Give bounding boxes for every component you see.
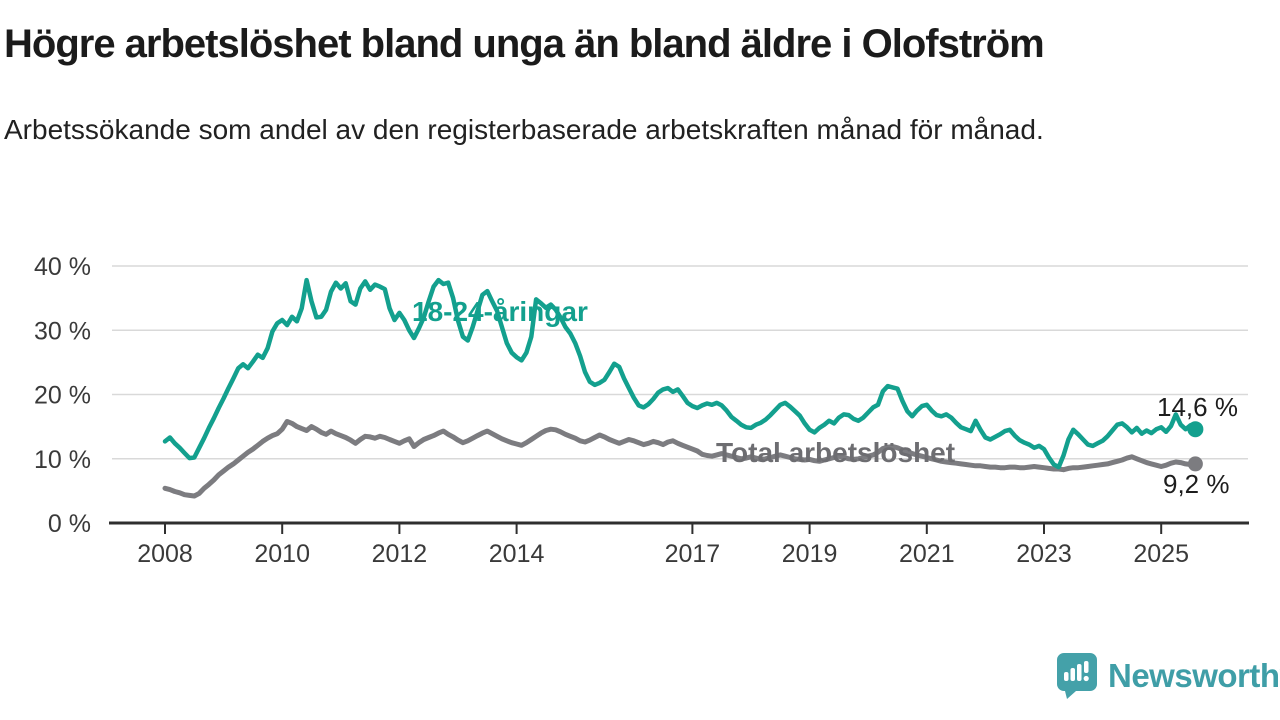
- y-axis-label-20: 20 %: [34, 382, 91, 410]
- chart-subtitle: Arbetssökande som andel av den registerb…: [4, 114, 1044, 145]
- y-axis-label-10: 10 %: [34, 446, 91, 474]
- series-line-1: [162, 419, 1198, 499]
- x-axis-label-2021: 2021: [899, 540, 955, 568]
- y-axis-label-40: 40 %: [34, 253, 91, 281]
- series-label-18-24: 18-24-åringar: [412, 296, 588, 327]
- newsworthy-branding: Newsworthy: [1056, 652, 1280, 700]
- x-axis-label-2014: 2014: [489, 540, 545, 568]
- x-axis-label-2010: 2010: [254, 540, 310, 568]
- x-axis-label-2025: 2025: [1133, 540, 1189, 568]
- x-axis-label-2017: 2017: [665, 540, 721, 568]
- x-axis-label-2019: 2019: [782, 540, 838, 568]
- series-label-total: Total arbetslöshet: [716, 437, 956, 468]
- y-axis-label-30: 30 %: [34, 317, 91, 345]
- series-line-0: [162, 277, 1198, 470]
- x-axis-label-2008: 2008: [137, 540, 193, 568]
- page-title: Högre arbetslöshet bland unga än bland ä…: [4, 22, 1045, 66]
- x-axis-label-2012: 2012: [372, 540, 428, 568]
- series-end-dot-1: [1187, 456, 1203, 472]
- y-axis-label-0: 0 %: [48, 510, 91, 538]
- series-end-dot-0: [1187, 421, 1204, 438]
- newsworthy-logo-icon: [1057, 653, 1097, 699]
- line-chart: 0 % 10 % 20 % 30 % 40 % 2008 2010 2012 2014 2017 2…: [34, 253, 1249, 568]
- x-axis-label-2023: 2023: [1016, 540, 1072, 568]
- end-value-label-18-24: 14,6 %: [1157, 392, 1238, 422]
- end-value-label-total: 9,2 %: [1163, 469, 1230, 499]
- newsworthy-logo-text: Newsworthy: [1108, 657, 1280, 694]
